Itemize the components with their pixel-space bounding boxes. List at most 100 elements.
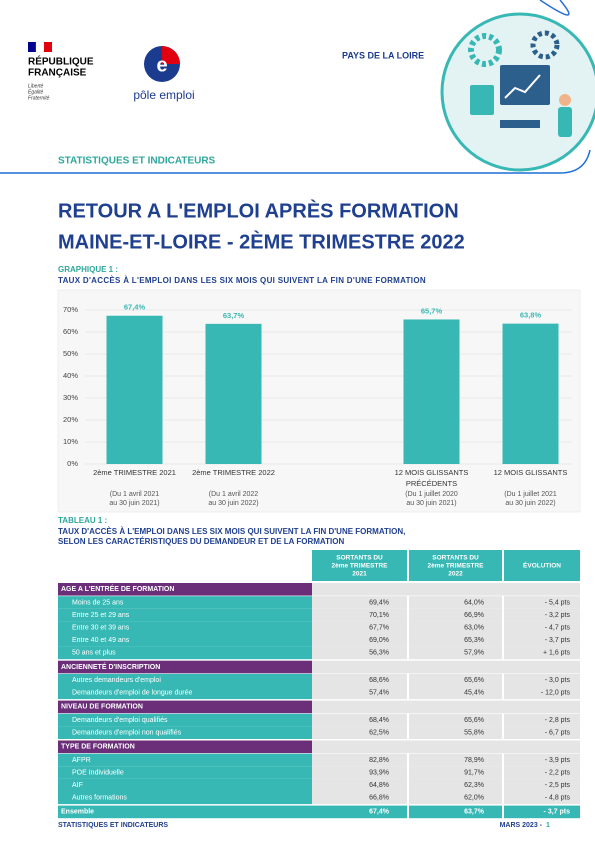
total-cell xyxy=(312,805,407,819)
table-value: 62,5% xyxy=(369,730,389,737)
section-title: NIVEAU DE FORMATION xyxy=(61,704,143,711)
bar xyxy=(502,323,559,464)
footer-page: 1 xyxy=(546,822,550,829)
table-cell xyxy=(312,646,407,660)
table-cell xyxy=(58,791,312,805)
y-tick-label: 0% xyxy=(67,459,78,468)
section-row xyxy=(58,700,312,714)
total-label: Ensemble xyxy=(61,809,94,816)
section-title: ANCIENNETÉ D'INSCRIPTION xyxy=(61,662,160,671)
column-header: ÉVOLUTION xyxy=(523,561,561,570)
table-value: 64,8% xyxy=(369,782,389,789)
table-value: - 12,0 pts xyxy=(541,690,571,697)
column-header-cell xyxy=(409,550,502,581)
column-header: SORTANTS DU xyxy=(432,555,479,562)
table-value: 68,4% xyxy=(369,717,389,724)
y-tick-label: 20% xyxy=(63,415,78,424)
table-cell xyxy=(58,726,312,739)
table-cell xyxy=(409,726,502,739)
section-row-fill xyxy=(312,660,580,674)
table-title: SELON LES CARACTÉRISTIQUES DU DEMANDEUR … xyxy=(58,537,344,546)
y-tick-label: 50% xyxy=(63,349,78,358)
column-header-cell xyxy=(312,550,407,581)
table-cell xyxy=(504,673,580,687)
table-value: 57,4% xyxy=(369,690,389,697)
footer-date: MARS 2023 - xyxy=(500,822,543,829)
table-cell xyxy=(312,753,407,767)
x-tick-label: PRÉCÉDENTS xyxy=(406,479,457,488)
table-value: - 2,5 pts xyxy=(545,782,571,789)
y-tick-label: 30% xyxy=(63,393,78,402)
table-cell xyxy=(504,686,580,700)
value-label: 65,7% xyxy=(421,306,443,315)
table-cell xyxy=(312,791,407,805)
column-header-cell xyxy=(504,550,580,581)
header-illustration xyxy=(440,0,595,172)
table-value: 67,7% xyxy=(369,625,389,632)
table-value: 64,0% xyxy=(464,599,484,606)
table-cell xyxy=(58,634,312,647)
svg-text:e: e xyxy=(156,54,167,76)
row-label: Demandeurs d'emploi de longue durée xyxy=(72,690,193,697)
motto-line: Liberté xyxy=(28,83,44,89)
y-tick-label: 40% xyxy=(63,371,78,380)
section-title: STATISTIQUES ET INDICATEURS xyxy=(58,156,216,167)
table-value: 62,3% xyxy=(464,782,484,789)
row-label: Autres formations xyxy=(72,795,127,802)
table-cell xyxy=(58,673,312,687)
chart-title: TAUX D'ACCÈS À L'EMPLOI DANS LES SIX MOI… xyxy=(58,276,426,285)
motto-line: Égalité xyxy=(28,88,44,95)
table-value: - 3,7 pts xyxy=(545,637,571,644)
table-value: 68,6% xyxy=(369,677,389,684)
table-cell xyxy=(312,596,407,609)
row-label: Entre 40 et 49 ans xyxy=(72,637,130,644)
row-label: Entre 30 et 39 ans xyxy=(72,625,130,632)
row-label: AIF xyxy=(72,782,83,789)
value-label: 63,8% xyxy=(520,311,542,320)
section-row xyxy=(58,740,312,754)
total-cell xyxy=(58,805,312,819)
table-value: 78,9% xyxy=(464,757,484,764)
period-label: au 30 juin 2022) xyxy=(505,500,555,507)
total-value: 63,7% xyxy=(464,809,485,816)
section-row-fill xyxy=(312,583,580,596)
period-label: (Du 1 juillet 2021 xyxy=(504,491,557,498)
table-value: 93,9% xyxy=(369,769,389,776)
republique-line: FRANÇAISE xyxy=(28,68,87,79)
table-cell xyxy=(504,646,580,660)
row-label: Demandeurs d'emploi non qualifiés xyxy=(72,730,182,737)
table-cell xyxy=(409,646,502,660)
table-value: 56,3% xyxy=(369,650,389,657)
table-value: 45,4% xyxy=(464,690,484,697)
table-cell xyxy=(312,726,407,739)
table-cell xyxy=(504,621,580,634)
table-cell xyxy=(58,753,312,767)
table-value: 69,0% xyxy=(369,637,389,644)
table-cell xyxy=(409,634,502,647)
table-label: TABLEAU 1 : xyxy=(58,516,107,525)
table-value: - 3,2 pts xyxy=(545,612,571,619)
table-value: - 5,4 pts xyxy=(545,599,571,606)
table-value: - 2,2 pts xyxy=(545,769,571,776)
bar xyxy=(403,319,460,464)
table-cell xyxy=(58,713,312,727)
x-tick-label: 2ème TRIMESTRE 2021 xyxy=(93,468,176,477)
table-cell xyxy=(312,778,407,792)
table-cell xyxy=(312,621,407,634)
table-title: TAUX D'ACCÈS À L'EMPLOI DANS LES SIX MOI… xyxy=(58,527,405,536)
bar xyxy=(205,323,262,464)
table-cell xyxy=(58,646,312,660)
table-value: 66,8% xyxy=(369,795,389,802)
table-value: 65,6% xyxy=(464,677,484,684)
table-value: - 4,7 pts xyxy=(545,625,571,632)
table-value: 65,3% xyxy=(464,637,484,644)
total-value: - 3,7 pts xyxy=(544,809,571,816)
footer-left: STATISTIQUES ET INDICATEURS xyxy=(58,822,168,829)
table-value: - 2,8 pts xyxy=(545,717,571,724)
section-row-fill xyxy=(312,700,580,714)
table-value: 69,4% xyxy=(369,599,389,606)
table-cell xyxy=(312,634,407,647)
table-value: 63,0% xyxy=(464,625,484,632)
table-cell xyxy=(409,596,502,609)
total-value: 67,4% xyxy=(369,809,390,816)
